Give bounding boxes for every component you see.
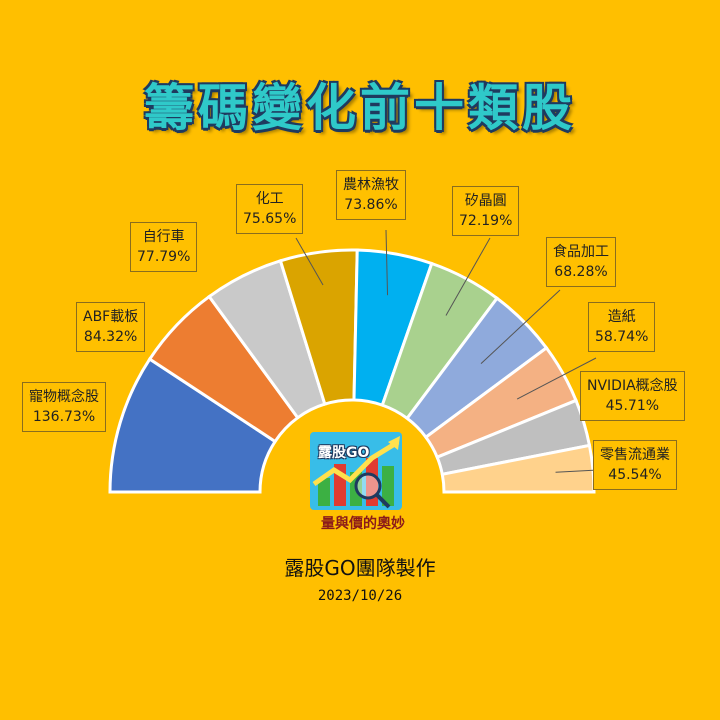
slice-value: 136.73% — [32, 409, 96, 425]
slice-value: 72.19% — [459, 213, 513, 229]
slice-10 — [440, 443, 596, 494]
slice-name: 自行車 — [142, 229, 185, 245]
arrow-head-icon — [388, 436, 400, 450]
slice-label-6: 矽晶圓 72.19% — [452, 186, 520, 236]
leader-line-6 — [445, 237, 491, 316]
slice-label-8: 造紙 58.74% — [588, 302, 656, 352]
slice-value: 45.54% — [608, 467, 662, 483]
slice-name: ABF載板 — [83, 309, 139, 325]
logo-bar-1 — [318, 478, 330, 506]
leader-line-4 — [295, 237, 324, 286]
logo-bar-5 — [382, 466, 394, 506]
leader-line-7 — [480, 289, 561, 364]
slice-label-1: 寵物概念股 136.73% — [22, 382, 106, 432]
slice-value: 45.71% — [605, 398, 660, 414]
slice-name: 農林漁牧 — [343, 177, 399, 193]
chart-date: 2023/10/26 — [317, 588, 403, 604]
slice-name: 矽晶圓 — [464, 193, 507, 209]
magnifier-handle-icon — [375, 493, 391, 509]
leader-line-10 — [555, 469, 599, 473]
slice-name: 食品加工 — [553, 244, 609, 260]
slice-value: 68.28% — [554, 264, 608, 280]
logo-title: 露股GO — [318, 445, 370, 461]
trend-arrow-icon — [312, 439, 400, 487]
slice-value: 58.74% — [595, 329, 649, 345]
slice-label-5: 農林漁牧 73.86% — [336, 170, 406, 220]
slice-label-7: 食品加工 68.28% — [546, 237, 616, 287]
slice-label-10: 零售流通業 45.54% — [593, 440, 677, 490]
logo-slogan: 量與價的奧妙 — [321, 516, 405, 532]
leader-line-8 — [516, 357, 597, 400]
slice-label-3: 自行車 77.79% — [130, 222, 198, 272]
leader-line-5 — [385, 229, 389, 296]
slice-label-2: ABF載板 84.32% — [76, 302, 146, 352]
slice-label-9: NVIDIA概念股 45.71% — [580, 371, 685, 421]
magnifier-icon — [354, 472, 382, 500]
slice-label-4: 化工 75.65% — [236, 184, 304, 234]
slice-value: 73.86% — [344, 197, 398, 213]
slice-name: 化工 — [255, 191, 284, 207]
slice-name: 造紙 — [607, 309, 636, 325]
chart-title: 籌碼變化前十類股 — [144, 79, 576, 137]
slice-name: 零售流通業 — [600, 447, 670, 463]
slice-name: 寵物概念股 — [29, 389, 99, 405]
slice-value: 84.32% — [83, 329, 138, 345]
slice-value: 75.65% — [243, 211, 297, 227]
team-credit: 露股GO團隊製作 — [284, 556, 436, 580]
slice-value: 77.79% — [137, 249, 191, 265]
slice-name: NVIDIA概念股 — [587, 378, 678, 394]
